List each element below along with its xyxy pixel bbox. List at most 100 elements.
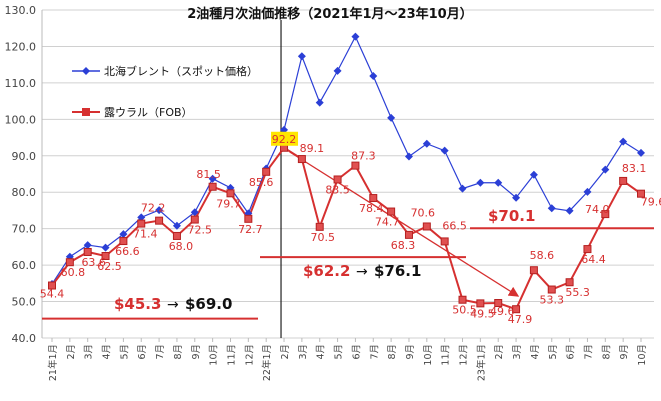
brent-point — [190, 208, 199, 217]
annotation-2022-arrow: → — [356, 264, 368, 280]
data-label: 81.5 — [196, 168, 221, 181]
brent-point — [137, 213, 146, 222]
y-tick-label: 120.0 — [5, 40, 37, 53]
urals-point — [333, 175, 342, 184]
urals-point — [601, 210, 610, 219]
urals-point — [297, 155, 306, 164]
annotation-2022-to: $76.1 — [374, 262, 421, 280]
x-tick-label: 6月 — [137, 344, 148, 360]
gridlines — [41, 9, 654, 342]
urals-point — [101, 252, 110, 260]
urals-point — [172, 231, 181, 240]
y-tick-label: 90.0 — [12, 150, 37, 163]
urals-point — [512, 305, 521, 314]
x-tick-label: 2月 — [280, 344, 291, 360]
data-label: 72.5 — [188, 224, 213, 237]
brent-point — [512, 193, 521, 202]
data-label: 78.4 — [359, 202, 384, 215]
x-axis-ticks: 21年1月 2月 3月 4月 5月 6月 7月 8月 9月 10月 11月 12月 22年1月 2月 3月 4… — [47, 344, 648, 381]
legend-label-urals: 露ウラル（FOB） — [104, 106, 193, 119]
brent-point — [404, 152, 413, 161]
data-label: 64.4 — [581, 253, 606, 266]
data-label: 49.5 — [470, 307, 495, 320]
data-label: 54.4 — [40, 288, 65, 301]
annotation-2021-to: $69.0 — [185, 295, 232, 313]
brent-point — [422, 139, 431, 148]
data-label: 79.7 — [216, 197, 241, 210]
x-tick-label: 4月 — [316, 344, 327, 360]
urals-point — [494, 299, 503, 308]
x-tick-label: 9月 — [619, 344, 630, 360]
data-label: 83.1 — [622, 162, 647, 175]
data-label: 58.6 — [530, 249, 555, 262]
annotation-2021-arrow: → — [167, 297, 179, 313]
series-markers — [48, 32, 645, 314]
data-label: 47.9 — [508, 313, 533, 326]
urals-point — [565, 278, 574, 287]
annotation-2021: $45.3 → $69.0 — [114, 295, 232, 313]
urals-point — [458, 295, 467, 304]
urals-point — [547, 285, 556, 294]
brent-point — [297, 52, 306, 61]
data-label: 70.5 — [310, 231, 335, 244]
brent-point — [547, 204, 556, 213]
x-tick-label: 12月 — [244, 344, 255, 366]
urals-point — [48, 281, 56, 290]
brent-point — [619, 137, 628, 146]
urals-point — [440, 237, 449, 246]
urals-point — [65, 258, 74, 267]
legend-square-icon — [82, 108, 90, 116]
urals-point — [369, 194, 378, 203]
data-label: 92.2 — [272, 133, 297, 146]
y-tick-label: 40.0 — [12, 332, 37, 345]
y-axis-ticks: 40.0 50.0 60.0 70.0 80.0 90.0 100.0 110.0 120.0 1… — [5, 4, 37, 345]
data-label: 72.7 — [238, 223, 263, 236]
x-tick-label: 7月 — [583, 344, 594, 360]
x-tick-label: 10月 — [637, 344, 648, 366]
legend-label-brent: 北海ブレント（スポット価格） — [104, 64, 258, 78]
x-tick-label: 21年1月 — [47, 344, 59, 381]
x-tick-label: 3月 — [84, 344, 95, 360]
data-label: 79.6 — [641, 196, 661, 209]
x-tick-label: 22年1月 — [261, 344, 273, 381]
y-tick-label: 60.0 — [12, 259, 37, 272]
urals-point — [262, 167, 271, 176]
chart-title: 2油種月次油価推移（2021年1月～23年10月） — [187, 6, 472, 22]
x-tick-label: 8月 — [173, 344, 184, 360]
data-label: 74.7 — [375, 216, 400, 229]
y-tick-label: 80.0 — [12, 186, 37, 199]
urals-point — [529, 266, 538, 275]
urals-point — [404, 230, 413, 239]
urals-point — [351, 161, 360, 170]
brent-point — [583, 187, 592, 196]
x-tick-label: 5月 — [548, 344, 559, 360]
urals-point — [83, 247, 92, 256]
urals-point — [637, 189, 645, 198]
x-tick-label: 9月 — [405, 344, 416, 360]
brent-point — [369, 71, 378, 80]
data-label: 68.0 — [169, 240, 194, 253]
urals-point — [476, 299, 485, 308]
brent-point — [155, 206, 164, 215]
brent-point — [119, 230, 128, 239]
data-label: 66.5 — [442, 219, 467, 232]
data-label: 62.5 — [97, 260, 122, 273]
x-tick-label: 12月 — [459, 344, 470, 366]
urals-point — [208, 182, 217, 191]
x-tick-label: 7月 — [369, 344, 380, 360]
data-label: 87.3 — [351, 150, 376, 163]
x-tick-label: 9月 — [191, 344, 202, 360]
brent-point — [637, 148, 645, 157]
data-label: 72.2 — [141, 202, 166, 215]
series-line-brent — [51, 35, 642, 285]
brent-point — [565, 206, 574, 215]
brent-point — [333, 66, 342, 75]
x-tick-label: 5月 — [334, 344, 345, 360]
x-tick-label: 3月 — [512, 344, 523, 360]
x-tick-label: 4月 — [102, 344, 113, 360]
brent-point — [387, 113, 396, 122]
data-label: 50.5 — [452, 304, 477, 317]
brent-point — [351, 32, 360, 41]
brent-point — [494, 178, 503, 187]
